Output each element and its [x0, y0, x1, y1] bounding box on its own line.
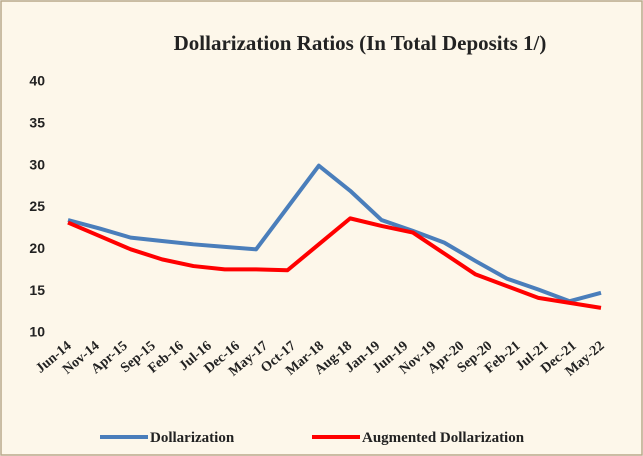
series-line [67, 216, 602, 310]
legend-label: Dollarization [150, 430, 235, 446]
legend-label: Augmented Dollarization [362, 430, 525, 446]
chart-title: Dollarization Ratios (In Total Deposits … [174, 31, 547, 55]
y-tick-label: 30 [29, 156, 45, 172]
y-tick-label: 35 [29, 115, 45, 131]
series-line [67, 163, 602, 304]
y-tick-label: 20 [29, 240, 45, 256]
y-tick-label: 10 [29, 324, 45, 340]
y-tick-label: 40 [29, 73, 45, 89]
y-tick-label: 15 [29, 282, 45, 298]
y-tick-label: 25 [29, 198, 45, 214]
